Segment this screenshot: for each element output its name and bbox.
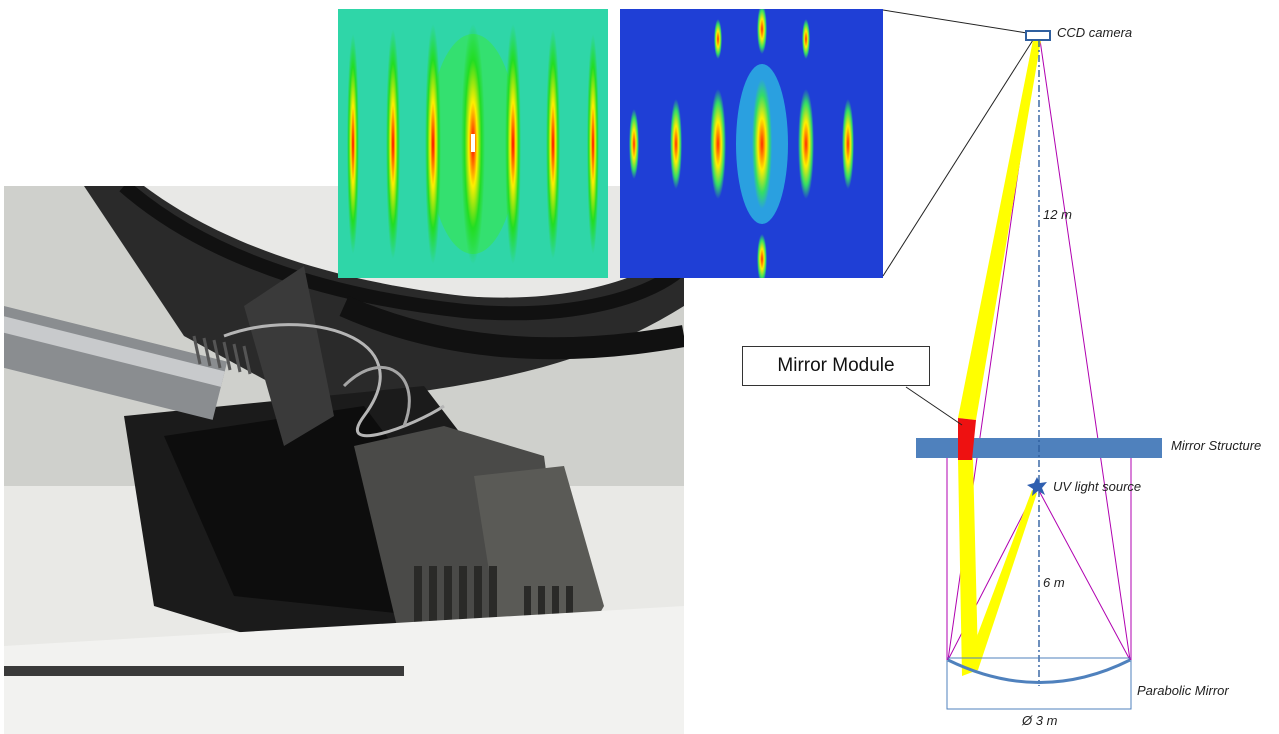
zoom-line-bottom [882, 39, 1034, 277]
mirror-bounding-box [946, 657, 1132, 710]
diffraction-pattern-simulated-icon [338, 9, 608, 278]
beam-to-source [962, 490, 1037, 676]
ccd-camera-label: CCD camera [1057, 25, 1133, 40]
diffraction-pattern-measured-icon [620, 9, 883, 278]
parabolic-mirror-label: Parabolic Mirror [1137, 683, 1229, 698]
zoom-line-top [882, 9, 1028, 34]
mirror-module-block [958, 418, 976, 460]
parabolic-mirror-arc [947, 658, 1131, 684]
distance-upper-label: 12 m [1043, 207, 1072, 222]
beam-lower [958, 458, 978, 676]
uv-source-icon [1027, 477, 1047, 496]
uv-source-label: UV light source [1053, 479, 1142, 494]
diameter-label: Ø 3 m [1022, 713, 1058, 728]
beam-upper [958, 40, 1041, 420]
source-line-right [1036, 486, 1131, 661]
mirror-structure-label: Mirror Structure [1171, 438, 1262, 453]
ccd-camera-icon [1025, 30, 1051, 41]
cone-line-right [1039, 39, 1131, 661]
mirror-module-label: Mirror Module [742, 346, 930, 386]
mirror-module-pointer [905, 386, 963, 426]
distance-lower-label: 6 m [1043, 575, 1065, 590]
